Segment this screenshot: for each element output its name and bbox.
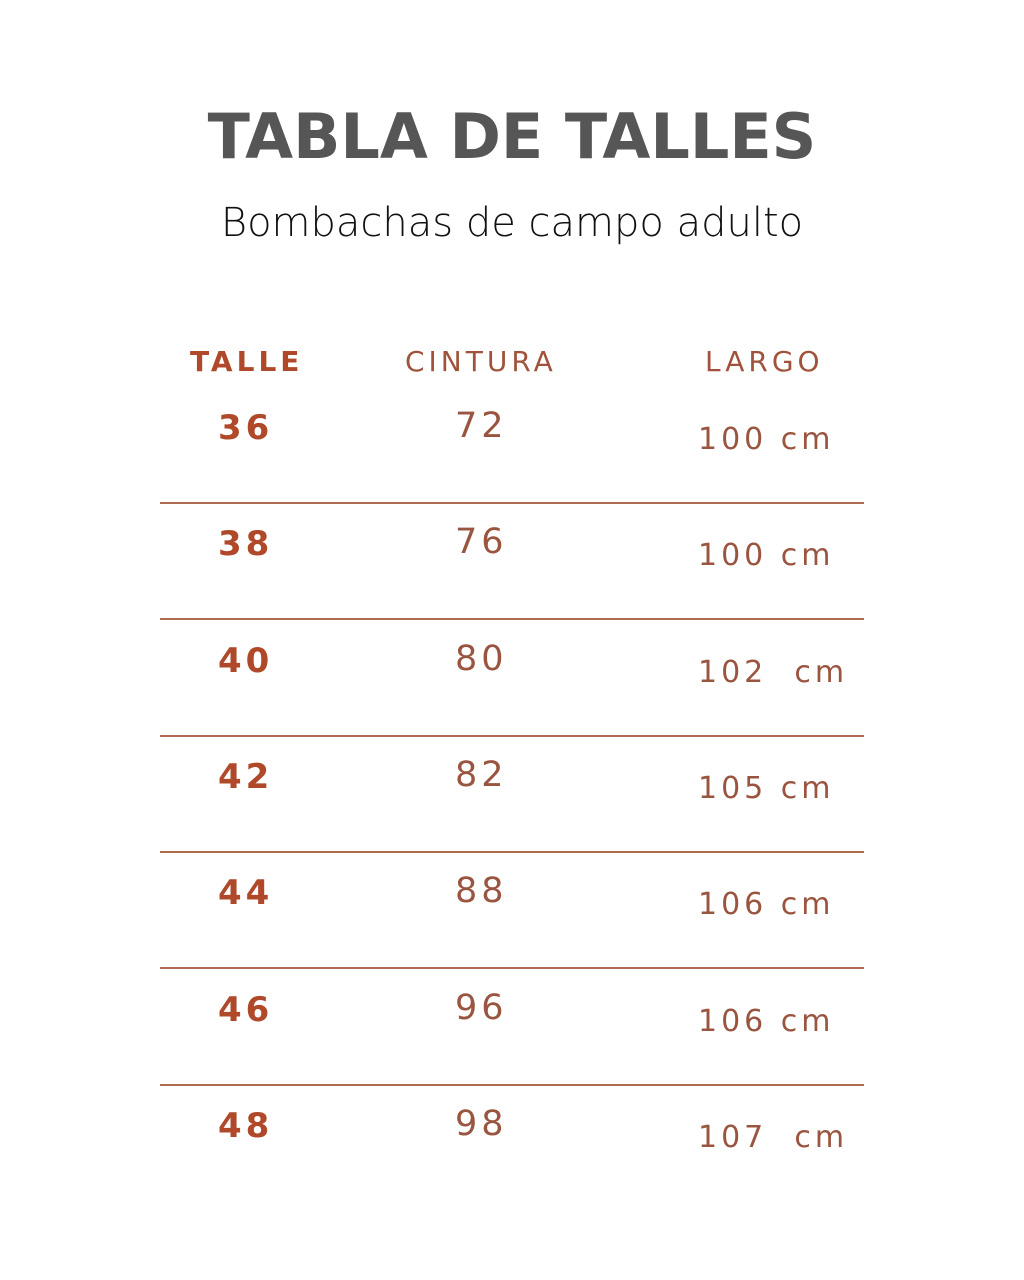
table-row: 36 72 100 cm — [160, 388, 864, 504]
table-row: 40 80 102 cm — [160, 621, 864, 737]
cintura-cell: 72 — [455, 406, 508, 446]
header-talle: TALLE — [190, 345, 304, 378]
talle-cell: 44 — [218, 873, 274, 914]
talle-cell: 36 — [218, 408, 274, 448]
cintura-cell: 80 — [455, 638, 508, 679]
row-divider — [160, 967, 864, 970]
largo-cell: 105 cm — [698, 770, 835, 806]
table-row: 48 98 107 cm — [160, 1086, 864, 1202]
largo-cell: 106 cm — [698, 1003, 835, 1039]
largo-cell: 100 cm — [698, 422, 835, 457]
cintura-cell: 82 — [455, 754, 508, 795]
largo-cell: 100 cm — [698, 538, 835, 574]
table-row: 38 76 100 cm — [160, 504, 864, 621]
talle-cell: 42 — [218, 756, 274, 797]
cintura-cell: 76 — [455, 522, 508, 563]
page-subtitle: Bombachas de campo adulto — [220, 200, 804, 246]
cintura-cell: 96 — [455, 987, 508, 1028]
largo-cell: 106 cm — [698, 887, 835, 923]
largo-cell: 102 cm — [698, 654, 849, 690]
page-title: TABLA DE TALLES — [207, 100, 817, 173]
cintura-cell: 98 — [455, 1103, 508, 1144]
table-row: 42 82 105 cm — [160, 737, 864, 853]
talle-cell: 46 — [218, 989, 274, 1030]
talle-cell: 48 — [218, 1105, 274, 1146]
table-row: 46 96 106 cm — [160, 970, 864, 1086]
row-divider — [160, 502, 864, 504]
row-divider — [160, 618, 864, 621]
table-row: 44 88 106 cm — [160, 853, 864, 970]
row-divider — [160, 850, 864, 853]
largo-cell: 107 cm — [698, 1119, 849, 1155]
header-cintura: CINTURA — [405, 345, 557, 378]
talle-cell: 38 — [218, 524, 274, 565]
header-largo: LARGO — [705, 345, 824, 378]
talle-cell: 40 — [218, 640, 274, 681]
cintura-cell: 88 — [455, 871, 508, 912]
row-divider — [160, 1083, 864, 1086]
row-divider — [160, 734, 864, 737]
